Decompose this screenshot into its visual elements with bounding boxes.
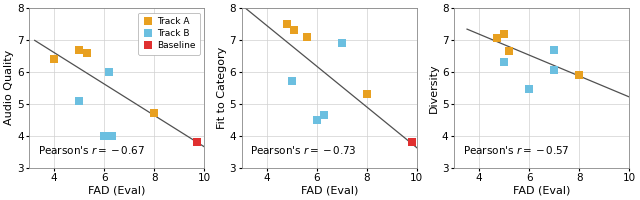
Text: Pearson's $r = -0.67$: Pearson's $r = -0.67$ — [38, 144, 145, 156]
Track A — [362, 93, 372, 96]
Track B — [312, 118, 322, 121]
Track A — [574, 73, 584, 77]
X-axis label: FAD (Eval): FAD (Eval) — [88, 186, 145, 196]
Text: Pearson's $r = -0.57$: Pearson's $r = -0.57$ — [463, 144, 569, 156]
X-axis label: FAD (Eval): FAD (Eval) — [513, 186, 570, 196]
Track B — [99, 134, 109, 137]
Track B — [337, 42, 347, 45]
Track B — [74, 99, 84, 102]
Track B — [287, 80, 297, 83]
X-axis label: FAD (Eval): FAD (Eval) — [301, 186, 358, 196]
Track B — [104, 70, 115, 74]
Track A — [301, 35, 312, 38]
Track B — [549, 48, 559, 51]
Track B — [549, 69, 559, 72]
Track A — [74, 48, 84, 51]
Track A — [82, 51, 92, 54]
Track A — [289, 29, 300, 32]
Track B — [319, 113, 330, 117]
Y-axis label: Audio Quality: Audio Quality — [4, 50, 14, 125]
Track A — [49, 58, 60, 61]
Y-axis label: Diversity: Diversity — [429, 63, 439, 113]
Track B — [107, 134, 117, 137]
Track B — [499, 61, 509, 64]
Text: Pearson's $r = -0.73$: Pearson's $r = -0.73$ — [250, 144, 356, 156]
Legend: Track A, Track B, Baseline: Track A, Track B, Baseline — [138, 13, 200, 55]
Track A — [282, 23, 292, 26]
Y-axis label: Fit to Category: Fit to Category — [216, 47, 227, 129]
Track A — [504, 50, 514, 53]
Track A — [499, 32, 509, 35]
Track B — [524, 88, 534, 91]
Baseline — [407, 140, 417, 144]
Baseline — [192, 140, 202, 144]
Track A — [149, 112, 159, 115]
Track A — [492, 37, 502, 40]
